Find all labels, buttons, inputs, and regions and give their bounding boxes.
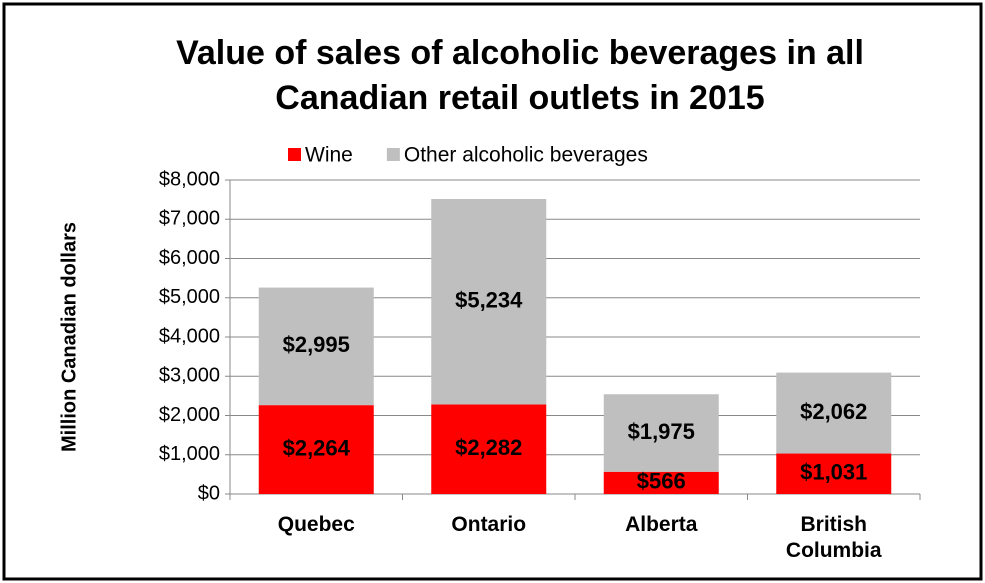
y-tick-label: $0 bbox=[198, 482, 220, 504]
y-tick-label: $7,000 bbox=[159, 208, 220, 230]
bar-segment bbox=[776, 372, 892, 454]
data-label: $2,282 bbox=[455, 435, 522, 460]
bar-segment bbox=[603, 394, 719, 472]
x-tick-label: Ontario bbox=[451, 513, 527, 536]
x-tick-label: Quebec bbox=[277, 513, 355, 536]
x-tick-label: British Columbia bbox=[785, 513, 882, 562]
y-tick-label: $8,000 bbox=[159, 168, 220, 190]
data-label: $566 bbox=[637, 469, 686, 494]
y-tick-label: $6,000 bbox=[159, 247, 220, 269]
bar-segment bbox=[603, 471, 719, 494]
data-label: $2,995 bbox=[283, 332, 350, 357]
y-tick-label: $5,000 bbox=[159, 286, 220, 308]
bar-segment bbox=[776, 453, 892, 494]
legend-swatch bbox=[288, 148, 301, 161]
bar-segment bbox=[431, 198, 547, 405]
chart-title: Canadian retail outlets in 2015 bbox=[275, 79, 764, 117]
data-label: $1,031 bbox=[800, 460, 867, 485]
y-tick-label: $3,000 bbox=[159, 365, 220, 387]
y-tick-label: $2,000 bbox=[159, 404, 220, 426]
x-tick-label: Alberta bbox=[625, 513, 698, 536]
data-label: $5,234 bbox=[455, 288, 523, 313]
bar-segment bbox=[258, 405, 374, 494]
data-label: $2,062 bbox=[800, 399, 867, 424]
legend-label: Wine bbox=[305, 144, 353, 167]
y-tick-label: $1,000 bbox=[159, 443, 220, 465]
bar-segment bbox=[258, 287, 374, 406]
chart-title: Value of sales of alcoholic beverages in… bbox=[176, 34, 864, 72]
legend-label: Other alcoholic beverages bbox=[404, 144, 648, 167]
data-label: $2,264 bbox=[283, 435, 351, 460]
y-tick-label: $4,000 bbox=[159, 325, 220, 347]
data-label: $1,975 bbox=[628, 419, 695, 444]
bar-segment bbox=[431, 404, 547, 494]
legend-swatch bbox=[386, 148, 400, 161]
y-axis-label: Million Canadian dollars bbox=[58, 222, 80, 452]
